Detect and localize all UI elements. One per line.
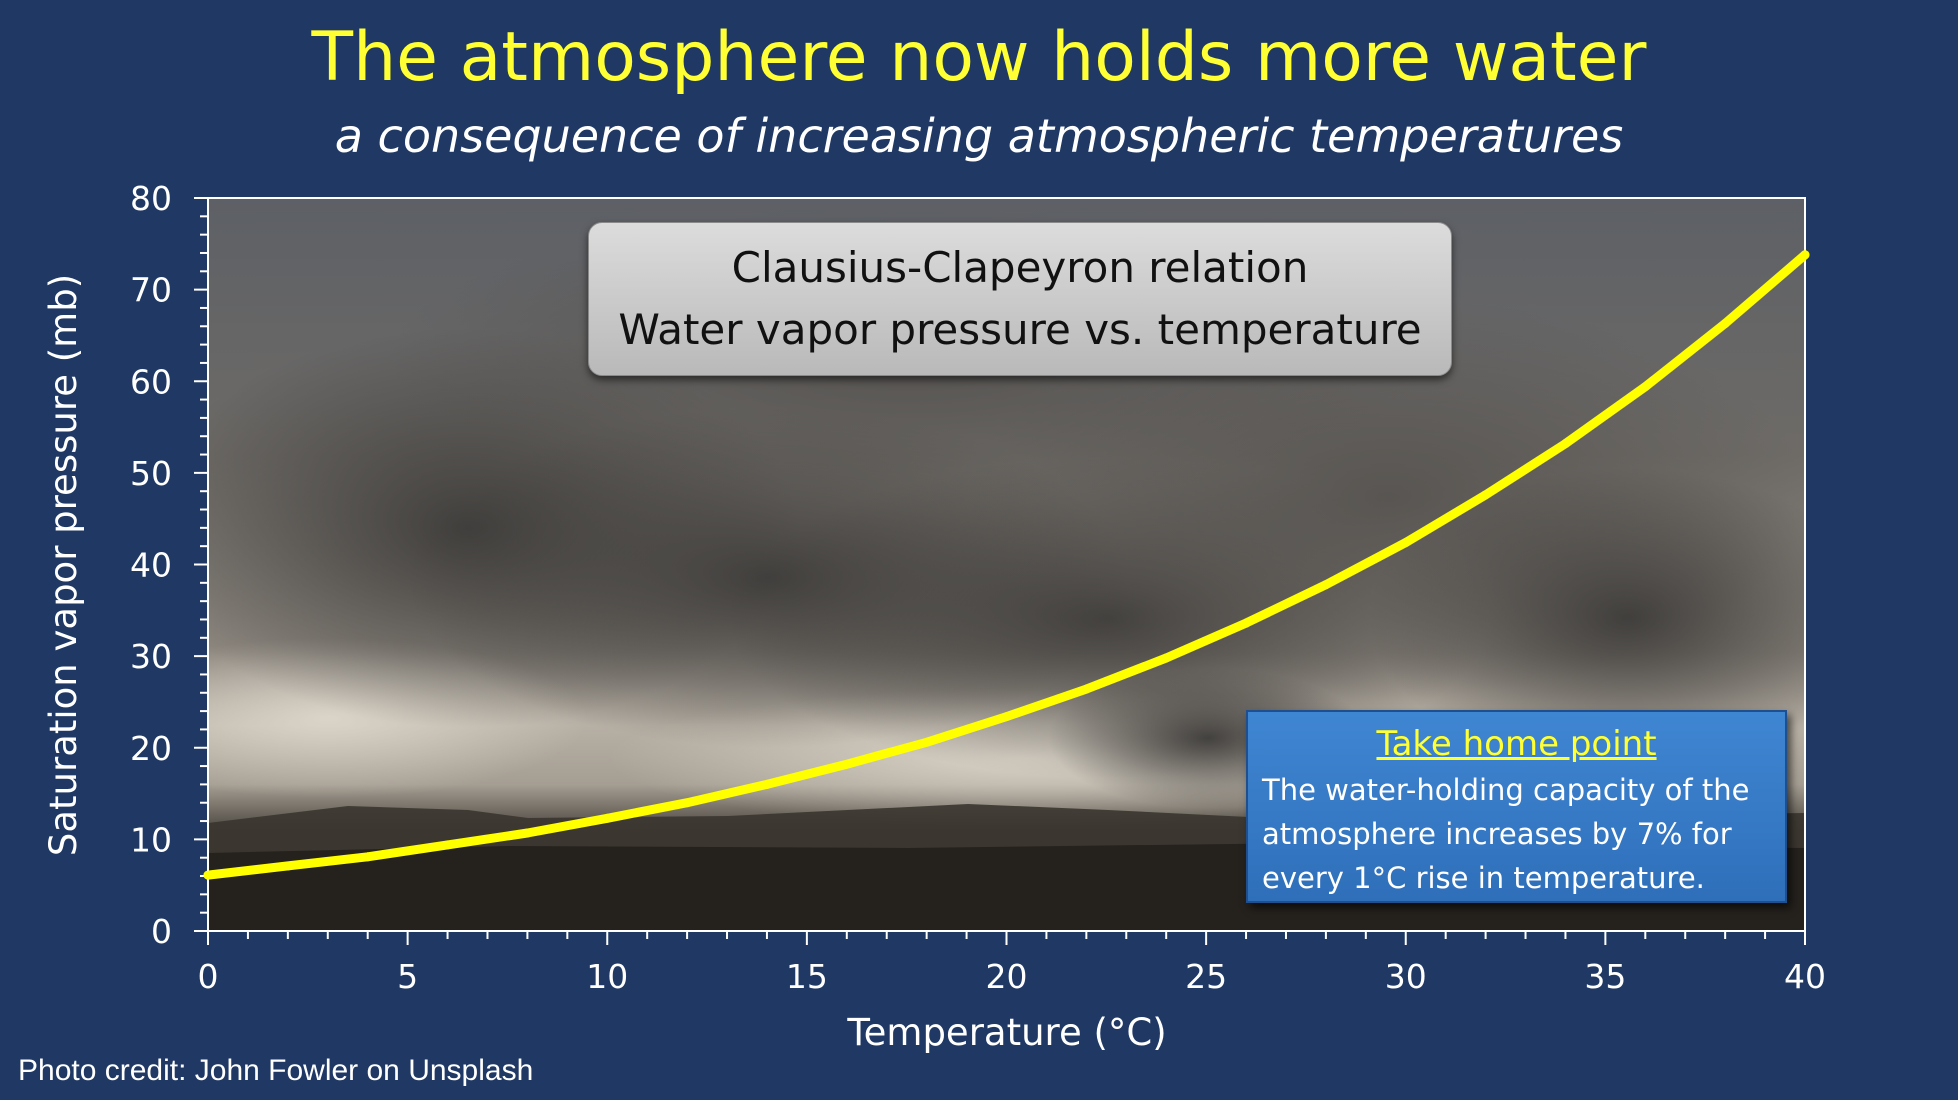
data-point xyxy=(602,813,612,823)
y-tick-label: 40 xyxy=(130,546,172,585)
data-point xyxy=(842,759,852,769)
x-tick-label: 10 xyxy=(586,957,628,996)
x-tick-label: 0 xyxy=(198,957,219,996)
clausius-clapeyron-label-box: Clausius-Clapeyron relation Water vapor … xyxy=(588,222,1452,376)
y-tick-label: 70 xyxy=(130,271,172,310)
slide-title: The atmosphere now holds more water xyxy=(311,18,1647,97)
data-point xyxy=(1241,618,1251,628)
data-point xyxy=(1720,319,1730,329)
x-tick-label: 35 xyxy=(1584,957,1626,996)
y-axis-label: Saturation vapor pressure (mb) xyxy=(42,274,85,856)
label-box-line-1: Clausius-Clapeyron relation xyxy=(731,243,1309,292)
data-point xyxy=(922,737,932,747)
data-point xyxy=(1321,580,1331,590)
x-axis-label: Temperature (°C) xyxy=(846,1011,1166,1054)
take-home-body: The water-holding capacity of the atmosp… xyxy=(1262,773,1750,895)
data-point xyxy=(443,840,453,850)
y-tick-label: 0 xyxy=(151,912,172,951)
data-point xyxy=(682,798,692,808)
y-tick-label: 80 xyxy=(130,179,172,218)
chart-axes: 0 5 10 15 20 25 30 35 40 0 10 20 30 40 50 60 70 80 xyxy=(130,179,1826,996)
take-home-box: Take home point The water-holding capaci… xyxy=(1246,710,1787,903)
y-tick-label: 10 xyxy=(130,820,172,859)
data-point xyxy=(363,852,373,862)
data-point xyxy=(283,861,293,871)
photo-credit: Photo credit: John Fowler on Unsplash xyxy=(18,1054,534,1087)
x-tick-label: 40 xyxy=(1784,957,1826,996)
series-layer xyxy=(203,250,1810,880)
data-point xyxy=(1161,653,1171,663)
data-point xyxy=(1481,490,1491,500)
data-point xyxy=(1002,712,1011,722)
slide-subtitle: a consequence of increasing atmospheric … xyxy=(334,109,1624,163)
data-point xyxy=(1081,684,1091,694)
y-tick-label: 60 xyxy=(130,362,172,401)
x-tick-label: 20 xyxy=(986,957,1028,996)
data-point xyxy=(1800,250,1810,260)
data-point xyxy=(203,870,213,880)
y-tick-label: 30 xyxy=(130,637,172,676)
data-point xyxy=(762,779,772,789)
x-tick-label: 15 xyxy=(786,957,828,996)
data-point xyxy=(522,828,532,838)
storm-cloud-photo xyxy=(208,198,1805,931)
y-tick-label: 50 xyxy=(130,454,172,493)
data-point xyxy=(1560,439,1570,449)
data-point xyxy=(1401,538,1411,548)
x-tick-label: 5 xyxy=(397,957,418,996)
take-home-heading: Take home point xyxy=(1376,724,1657,764)
x-tick-label: 25 xyxy=(1185,957,1227,996)
label-box-line-2: Water vapor pressure vs. temperature xyxy=(618,305,1422,354)
data-point xyxy=(1640,382,1650,392)
x-tick-label: 30 xyxy=(1385,957,1427,996)
y-tick-label: 20 xyxy=(130,729,172,768)
